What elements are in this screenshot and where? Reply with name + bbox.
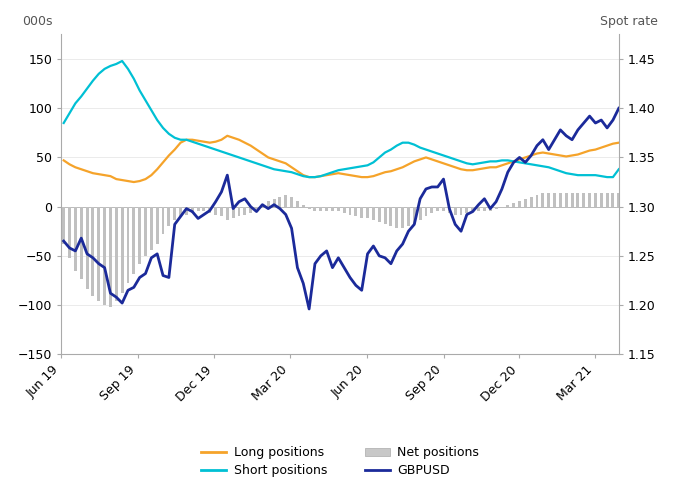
Bar [320,207,322,211]
Bar [97,207,100,301]
Bar [401,207,404,228]
Bar [284,195,287,207]
Bar [518,201,521,207]
Bar [191,207,194,213]
Bar [582,193,585,207]
Bar [255,207,258,209]
Bar [524,199,527,207]
Bar [273,199,275,207]
Bar [617,193,620,207]
Bar [424,207,428,216]
Bar [162,207,165,234]
Bar [600,193,602,207]
Bar [63,207,65,244]
Bar [588,193,591,207]
Bar [290,197,293,207]
Bar [372,207,375,220]
Bar [307,207,311,209]
Text: 000s: 000s [22,15,52,28]
Bar [378,207,381,222]
Bar [296,201,299,207]
Bar [395,207,398,228]
Bar [413,207,415,224]
Bar [349,207,352,215]
Bar [507,205,509,207]
Bar [360,207,363,218]
Bar [232,207,235,218]
Bar [442,207,445,211]
Bar [407,207,410,226]
Bar [494,207,498,209]
Bar [430,207,433,213]
Bar [448,207,451,213]
Text: Spot rate: Spot rate [600,15,658,28]
Bar [109,207,112,307]
Bar [530,197,532,207]
Bar [86,207,88,289]
Bar [489,207,492,211]
Bar [313,207,316,211]
Bar [74,207,77,271]
Bar [465,207,469,213]
Bar [179,207,182,216]
Bar [366,207,369,218]
Bar [547,193,550,207]
Bar [302,205,305,207]
Bar [343,207,345,213]
Bar [214,207,217,215]
Bar [483,207,486,211]
Bar [250,207,252,213]
Bar [120,207,124,293]
Bar [243,207,246,215]
Bar [261,205,264,207]
Bar [185,207,188,215]
Bar [390,207,392,226]
Bar [173,207,176,220]
Bar [577,193,579,207]
Bar [477,207,480,211]
Bar [553,193,556,207]
Bar [237,207,241,216]
Bar [611,193,615,207]
Bar [512,203,515,207]
Bar [325,207,328,211]
Bar [436,207,439,211]
Bar [267,201,270,207]
Bar [150,207,153,250]
Bar [471,207,474,211]
Bar [541,193,544,207]
Bar [103,207,106,305]
Bar [594,193,597,207]
Bar [331,207,334,211]
Bar [126,207,129,283]
Bar [278,197,282,207]
Bar [606,193,609,207]
Bar [565,193,568,207]
Bar [354,207,357,216]
Bar [91,207,95,296]
Bar [133,207,135,274]
Bar [226,207,228,220]
Bar [460,207,462,215]
Bar [536,195,539,207]
Bar [80,207,83,279]
Bar [559,193,562,207]
Bar [156,207,158,244]
Bar [419,207,422,220]
Bar [138,207,141,264]
Bar [115,207,118,301]
Bar [68,207,71,258]
Bar [384,207,386,224]
Bar [203,207,205,211]
Bar [220,207,223,216]
Bar [197,207,199,211]
Bar [208,207,211,213]
Bar [144,207,147,256]
Legend: Long positions, Short positions, Net positions, GBPUSD: Long positions, Short positions, Net pos… [196,441,484,482]
Bar [337,207,340,211]
Bar [167,207,171,226]
Bar [454,207,457,215]
Bar [571,193,573,207]
